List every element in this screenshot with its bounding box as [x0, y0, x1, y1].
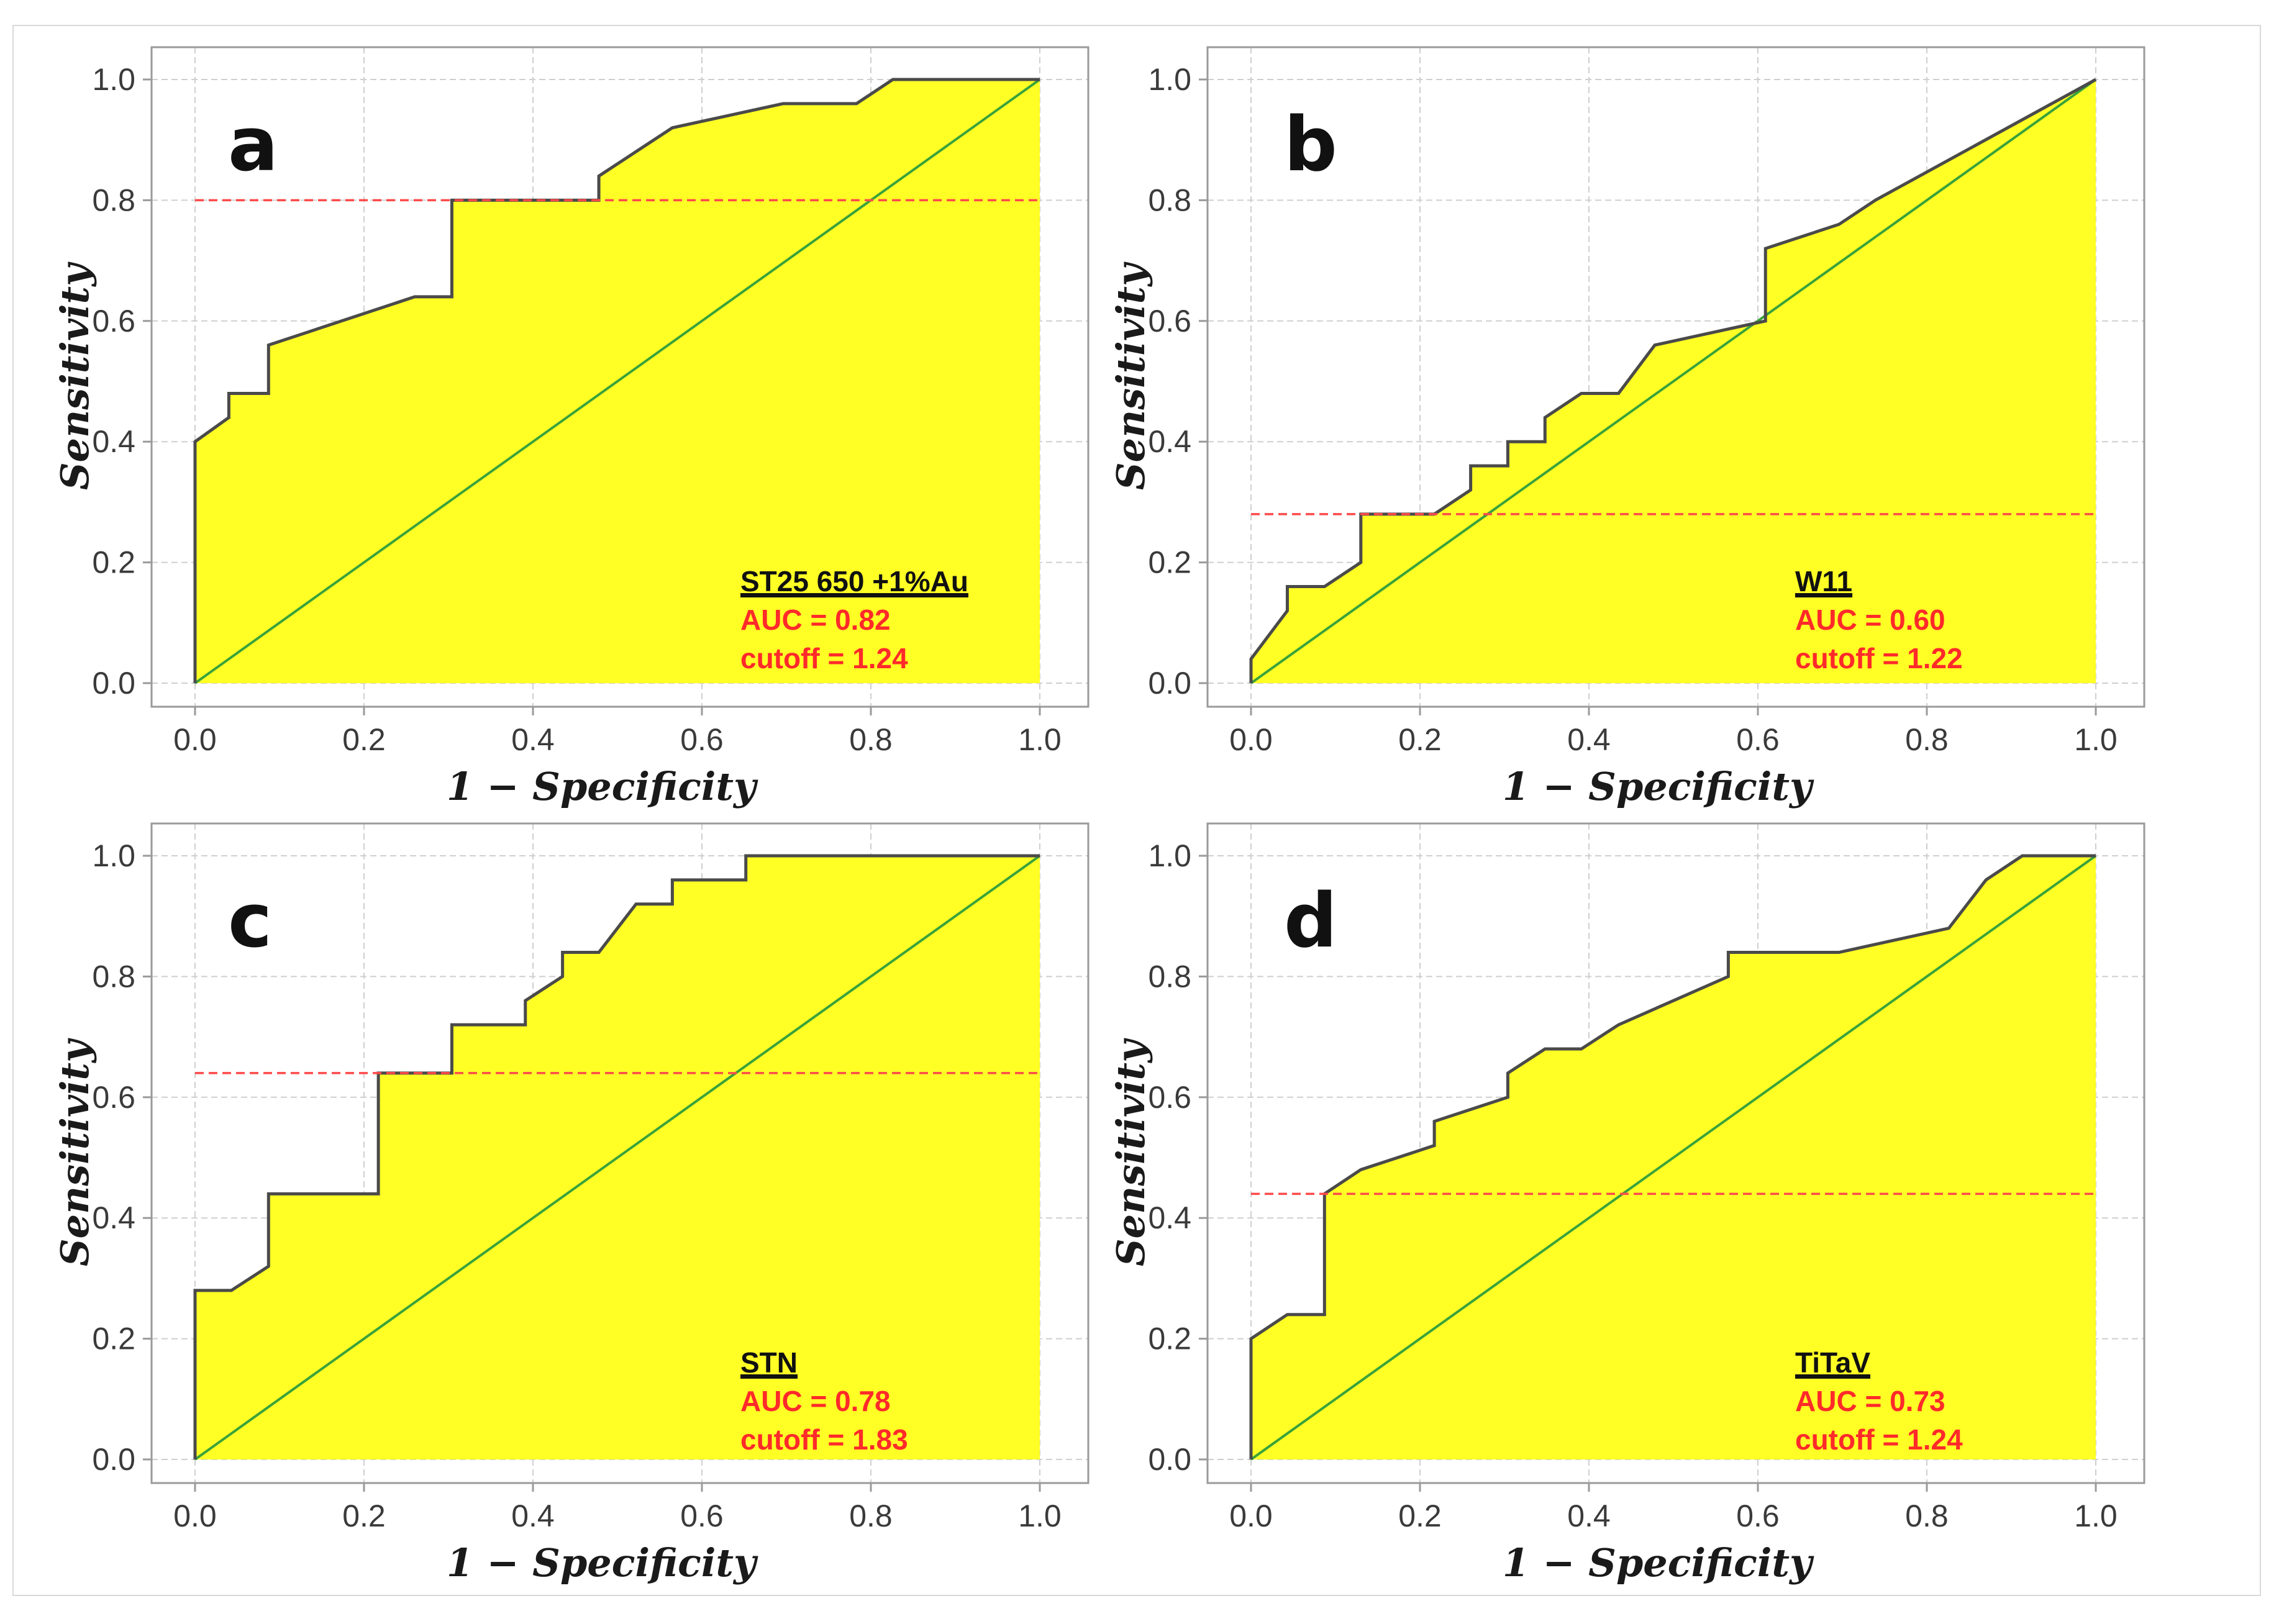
x-tick-label: 0.6 [1736, 722, 1780, 757]
x-tick-label: 0.8 [1905, 1499, 1949, 1533]
x-tick-label: 0.0 [173, 1499, 217, 1533]
x-tick-label: 0.4 [1567, 722, 1611, 757]
x-tick-label: 0.4 [511, 1499, 555, 1533]
figure-frame: 0.0 0.2 0.4 0.6 0.8 1.0 0.0 0.2 0.4 0.6 0.8 1.0 1 − … [12, 25, 2261, 1596]
x-tick-label: 0.2 [342, 722, 386, 757]
y-tick-label: 0.8 [92, 183, 135, 217]
roc-curve [1249, 854, 2096, 1459]
y-tick-label: 0.4 [92, 424, 135, 459]
x-tick-label: 1.0 [2074, 722, 2118, 757]
roc-curve [193, 854, 1040, 1459]
y-tick-label: 1.0 [1148, 838, 1191, 873]
y-tick-label: 0.0 [92, 1442, 135, 1477]
x-tick-label: 0.0 [1229, 1499, 1273, 1533]
series-name-label: TiTaV [1795, 1346, 1870, 1379]
y-tick-label: 0.8 [1148, 959, 1191, 994]
cutoff-label: cutoff = 1.22 [1795, 642, 1963, 674]
x-tick-label: 0.6 [1736, 1499, 1780, 1533]
x-tick-label: 0.2 [342, 1499, 386, 1533]
y-tick-label: 0.4 [1148, 424, 1191, 459]
series-name-label: W11 [1795, 565, 1852, 597]
y-tick-label: 0.6 [92, 304, 135, 338]
x-tick-label: 0.0 [173, 722, 217, 757]
x-tick-label: 0.8 [849, 722, 893, 757]
x-tick-label: 0.6 [680, 1499, 724, 1533]
y-tick-label: 1.0 [92, 62, 135, 97]
panel-letter: b [1284, 102, 1337, 188]
auc-label: AUC = 0.60 [1795, 604, 1945, 636]
x-axis-label: 1 − Specificity [1503, 1540, 1814, 1585]
y-axis-label: Sensitivity [52, 1038, 98, 1266]
y-axis-label: Sensitivity [1108, 261, 1153, 490]
panel-a: 0.0 0.2 0.4 0.6 0.8 1.0 0.0 0.2 0.4 0.6 0.8 1.0 1 − … [52, 46, 1090, 809]
plot-border [150, 822, 1090, 1484]
y-tick-label: 0.4 [1148, 1200, 1191, 1235]
x-tick-label: 0.2 [1398, 722, 1442, 757]
y-tick-label: 0.4 [92, 1200, 135, 1235]
roc-curve [1249, 78, 2097, 683]
x-tick-label: 1.0 [2074, 1499, 2118, 1533]
plot-border [1206, 822, 2145, 1484]
y-tick-label: 0.2 [1148, 1322, 1191, 1356]
cutoff-label: cutoff = 1.24 [1795, 1423, 1963, 1456]
panel-b: 0.0 0.2 0.4 0.6 0.8 1.0 0.0 0.2 0.4 0.6 0.8 1.0 1 − … [1108, 46, 2145, 809]
panel-d: 0.0 0.2 0.4 0.6 0.8 1.0 0.0 0.2 0.4 0.6 0.8 1.0 1 − … [1108, 822, 2145, 1585]
y-tick-label: 0.0 [92, 666, 135, 701]
x-tick-label: 1.0 [1018, 1499, 1062, 1533]
y-tick-label: 0.8 [92, 959, 135, 994]
y-axis-label: Sensitivity [52, 261, 98, 490]
panel-letter: c [228, 878, 272, 964]
y-tick-label: 0.0 [1148, 666, 1191, 701]
y-tick-label: 0.2 [92, 1322, 135, 1356]
x-axis-label: 1 − Specificity [447, 1540, 758, 1585]
series-name-label: ST25 650 +1%Au [740, 565, 968, 597]
x-tick-label: 0.2 [1398, 1499, 1442, 1533]
x-tick-label: 0.4 [511, 722, 555, 757]
plot-border [1206, 46, 2145, 708]
panel-c: 0.0 0.2 0.4 0.6 0.8 1.0 0.0 0.2 0.4 0.6 0.8 1.0 1 − … [52, 822, 1090, 1585]
x-tick-label: 0.4 [1567, 1499, 1611, 1533]
y-tick-label: 1.0 [1148, 62, 1191, 97]
diagonal-reference-line [1250, 78, 2097, 684]
series-name-label: STN [740, 1346, 798, 1379]
auc-label: AUC = 0.82 [740, 604, 891, 636]
x-tick-label: 0.8 [849, 1499, 893, 1533]
cutoff-label: cutoff = 1.24 [740, 642, 908, 674]
y-tick-label: 0.6 [92, 1080, 135, 1115]
y-tick-label: 0.8 [1148, 183, 1191, 217]
panel-letter: a [228, 102, 278, 188]
y-tick-label: 0.6 [1148, 1080, 1191, 1115]
x-tick-label: 0.0 [1229, 722, 1273, 757]
auc-label: AUC = 0.73 [1795, 1385, 1945, 1417]
cutoff-label: cutoff = 1.83 [740, 1423, 908, 1456]
panel-letter: d [1284, 878, 1337, 964]
y-tick-label: 0.2 [92, 545, 135, 580]
x-tick-label: 0.8 [1905, 722, 1949, 757]
x-axis-label: 1 − Specificity [447, 764, 758, 809]
plot-border [150, 46, 1090, 708]
x-axis-label: 1 − Specificity [1503, 764, 1814, 809]
y-tick-label: 1.0 [92, 838, 135, 873]
x-tick-label: 0.6 [680, 722, 724, 757]
y-axis-label: Sensitivity [1108, 1038, 1153, 1266]
roc-figure: 0.0 0.2 0.4 0.6 0.8 1.0 0.0 0.2 0.4 0.6 0.8 1.0 1 − … [52, 46, 2145, 1585]
auc-label: AUC = 0.78 [740, 1385, 891, 1417]
diagonal-reference-line [194, 855, 1041, 1461]
y-tick-label: 0.2 [1148, 545, 1191, 580]
y-tick-label: 0.0 [1148, 1442, 1191, 1477]
x-tick-label: 1.0 [1018, 722, 1062, 757]
diagonal-reference-line [1250, 855, 2097, 1461]
roc-curve [193, 78, 1040, 683]
y-tick-label: 0.6 [1148, 304, 1191, 338]
diagonal-reference-line [194, 78, 1041, 684]
